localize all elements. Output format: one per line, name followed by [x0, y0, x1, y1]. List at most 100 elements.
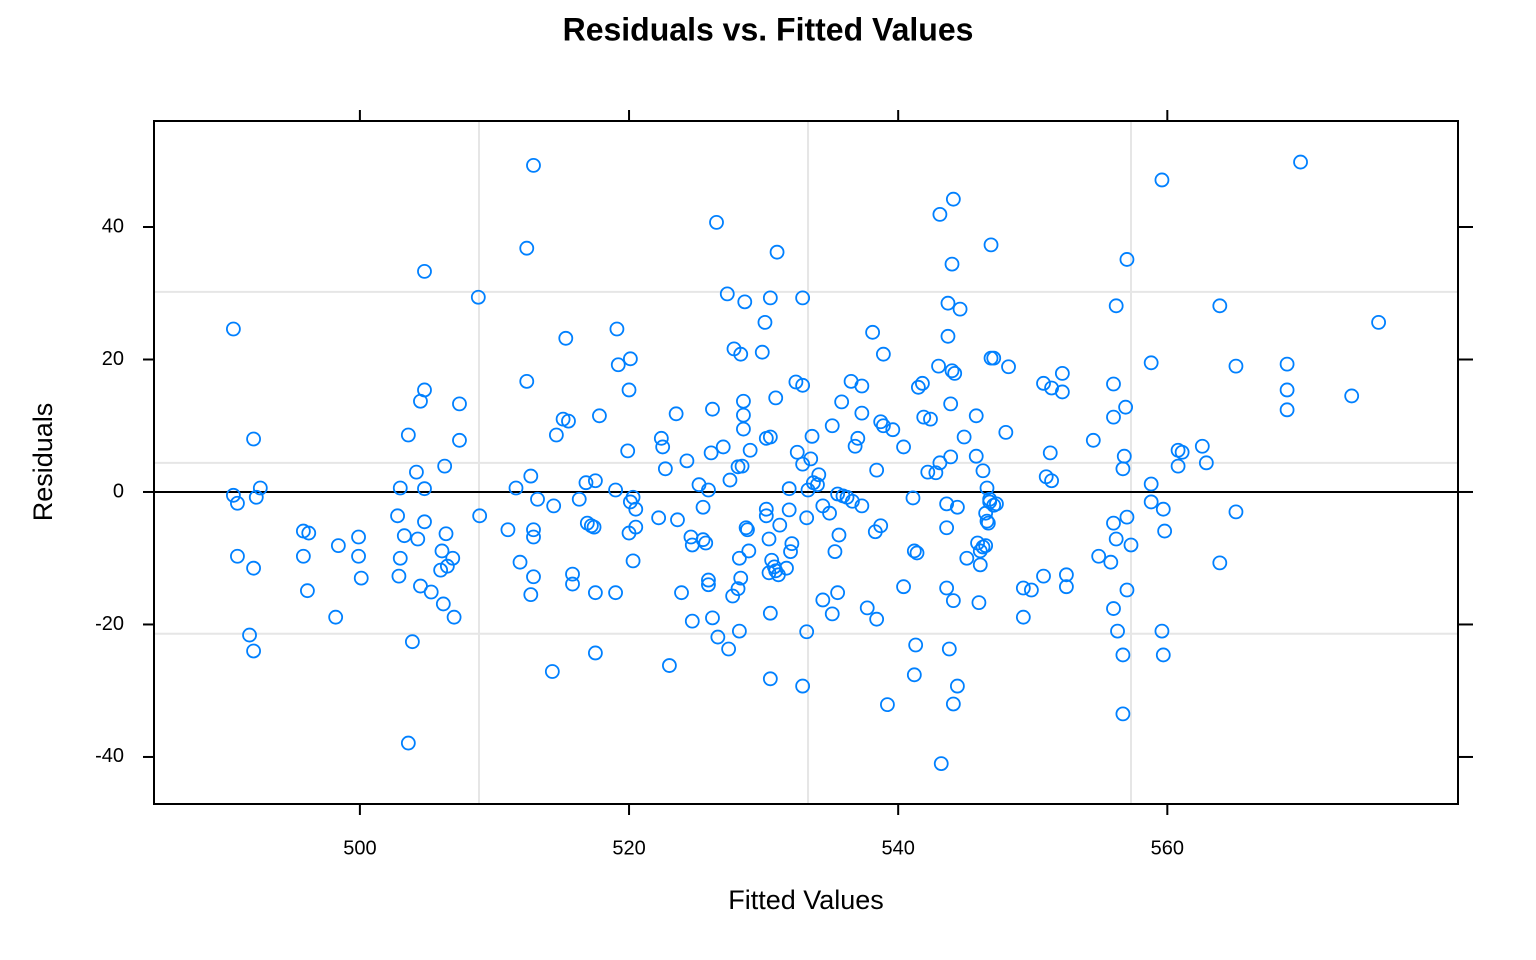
- point: [1155, 501, 1171, 517]
- point: [1115, 461, 1131, 477]
- point: [865, 324, 881, 340]
- point: [975, 463, 991, 479]
- point: [548, 427, 564, 443]
- point: [526, 569, 541, 585]
- point: [701, 577, 716, 593]
- point: [906, 543, 922, 559]
- point: [437, 458, 453, 474]
- point: [526, 529, 541, 545]
- point: [979, 480, 995, 496]
- point: [679, 453, 695, 469]
- point: [587, 645, 603, 661]
- point: [709, 214, 724, 230]
- point: [695, 532, 711, 548]
- point: [737, 294, 753, 310]
- point: [885, 422, 901, 438]
- point: [668, 406, 684, 422]
- point: [943, 396, 959, 412]
- point: [1212, 298, 1228, 314]
- point: [941, 641, 957, 657]
- x-tick-label: 500: [343, 837, 376, 859]
- point: [1115, 706, 1131, 722]
- point: [859, 600, 875, 616]
- point: [230, 495, 245, 511]
- point: [300, 583, 315, 599]
- point: [592, 408, 607, 424]
- point: [523, 468, 539, 484]
- point: [417, 382, 432, 398]
- point: [754, 344, 770, 360]
- point: [1119, 252, 1135, 267]
- point: [815, 592, 831, 608]
- point: [703, 445, 719, 461]
- point: [722, 472, 738, 488]
- point: [657, 461, 673, 477]
- point: [1042, 445, 1058, 461]
- point: [565, 576, 580, 592]
- point: [674, 585, 689, 601]
- plot-frame: [153, 120, 1459, 805]
- point: [945, 191, 961, 207]
- point: [943, 449, 959, 465]
- chart-title: Residuals vs. Fitted Values: [563, 11, 974, 47]
- point: [956, 429, 972, 445]
- point: [896, 439, 911, 455]
- point: [769, 244, 785, 260]
- point: [512, 554, 528, 570]
- point: [795, 456, 811, 472]
- point: [351, 548, 366, 564]
- point: [998, 424, 1014, 440]
- point: [949, 499, 965, 515]
- point: [1036, 568, 1051, 584]
- point: [252, 480, 268, 496]
- y-tick-label: 0: [113, 480, 124, 502]
- point: [730, 581, 746, 597]
- point: [508, 480, 524, 496]
- point: [472, 508, 488, 524]
- point: [544, 664, 560, 679]
- point: [978, 538, 994, 554]
- point: [768, 563, 784, 579]
- point: [710, 629, 726, 645]
- y-tick-label: -20: [95, 613, 124, 635]
- point: [715, 439, 731, 455]
- point: [1155, 647, 1171, 663]
- point: [733, 570, 749, 586]
- point: [246, 643, 261, 659]
- point: [670, 512, 685, 528]
- point: [854, 498, 870, 514]
- point: [620, 443, 636, 459]
- point: [391, 568, 407, 584]
- point: [526, 157, 541, 173]
- point: [571, 491, 587, 507]
- point: [869, 462, 885, 478]
- point: [731, 623, 747, 639]
- point: [945, 696, 961, 712]
- point: [850, 430, 866, 446]
- point: [949, 678, 965, 694]
- point: [1154, 172, 1170, 188]
- point: [947, 365, 963, 381]
- point: [1194, 438, 1210, 454]
- point: [1106, 409, 1121, 425]
- point: [445, 550, 461, 566]
- point: [438, 526, 454, 542]
- point: [452, 432, 467, 448]
- point: [446, 609, 462, 625]
- point: [908, 637, 924, 653]
- point: [519, 240, 535, 256]
- point: [915, 375, 930, 391]
- point: [546, 498, 562, 514]
- point: [896, 579, 911, 595]
- point: [905, 490, 921, 506]
- point: [301, 525, 317, 541]
- point: [944, 363, 960, 379]
- point: [423, 584, 439, 600]
- point: [622, 351, 638, 367]
- point: [762, 671, 778, 687]
- point: [761, 531, 777, 547]
- x-tick-label: 540: [881, 837, 914, 859]
- point: [932, 207, 948, 222]
- point: [701, 572, 716, 588]
- y-axis-label: Residuals: [28, 403, 58, 522]
